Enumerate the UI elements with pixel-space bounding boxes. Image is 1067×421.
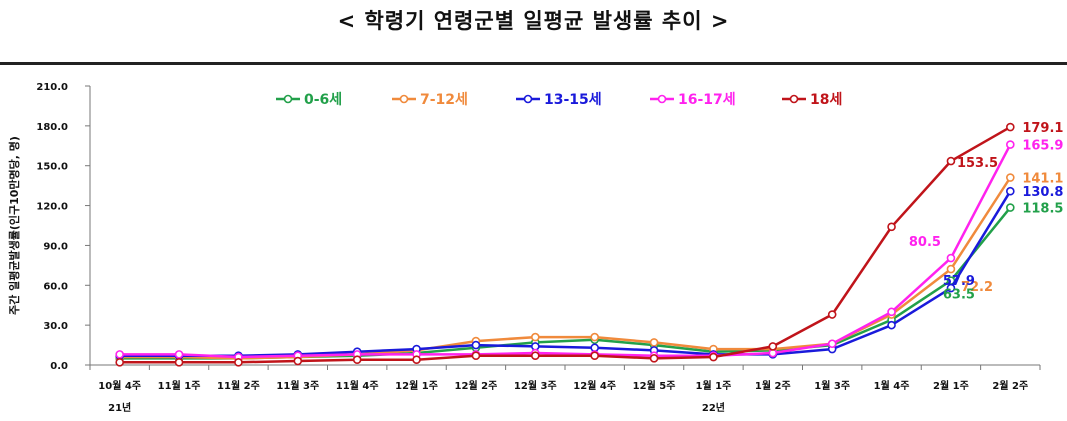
legend-label: 7-12세 [420, 92, 468, 108]
data-point [174, 350, 184, 359]
data-point [946, 283, 956, 293]
x-tick-label: 2월 1주 [933, 380, 969, 392]
data-point [709, 352, 718, 362]
data-point [590, 351, 599, 361]
data-point [352, 355, 362, 364]
x-tick-label: 12월 5주 [633, 380, 676, 392]
y-tick-label: 60.0 [43, 281, 68, 292]
data-point [531, 351, 540, 361]
data-point [1006, 140, 1015, 149]
data-point [649, 354, 659, 363]
x-tick-label: 11월 3주 [276, 380, 319, 392]
legend-swatch-marker [789, 94, 799, 104]
x-tick-label: 11월 4주 [336, 380, 379, 392]
data-point [471, 340, 481, 350]
legend: 0-6세 7-12세 13-15세 16-17세 18세 [276, 92, 842, 108]
data-point [115, 350, 124, 359]
x-tick-label: 12월 1주 [395, 380, 438, 392]
x-tick-label: 1월 4주 [874, 380, 910, 392]
y-tick-label: 30.0 [43, 321, 68, 332]
x-tick-label: 12월 4주 [573, 380, 616, 392]
legend-label: 0-6세 [304, 92, 342, 108]
x-tick-label: 11월 2주 [217, 380, 260, 392]
data-label: 179.1 [1022, 121, 1063, 136]
data-point [174, 358, 184, 367]
data-point [590, 332, 599, 342]
data-point [1006, 186, 1015, 196]
data-point [887, 307, 896, 317]
x-tick-label: 1월 1주 [696, 380, 732, 392]
data-point [1006, 173, 1015, 182]
y-axis-title-group: 주간 일평균발생률(인구10만명당, 명) [7, 136, 21, 315]
y-tick-label: 120.0 [36, 202, 68, 213]
series-line [119, 206, 1012, 360]
data-label: 165.9 [1022, 139, 1063, 154]
x-tick-label: 12월 3주 [514, 380, 557, 392]
data-point [827, 339, 837, 349]
legend-swatch-marker [657, 94, 667, 104]
x-tick-label: 11월 1주 [158, 380, 201, 392]
data-label: 80.5 [909, 235, 941, 250]
legend-swatch-marker [523, 94, 533, 104]
data-point [649, 338, 659, 347]
axes: 0.0 30.0 60.0 90.0 120.0 150.0 180.0 210.0 10월 4… [36, 82, 1041, 414]
data-label: 57.9 [943, 274, 975, 289]
title-divider [0, 62, 1067, 65]
y-tick-label: 0.0 [50, 361, 68, 372]
x-tick-label: 12월 2주 [455, 380, 498, 392]
data-label: 72.2 [961, 280, 993, 295]
data-point [115, 358, 124, 367]
data-point [1006, 122, 1015, 132]
y-tick-label: 180.0 [36, 122, 68, 133]
legend-swatch-marker [399, 94, 409, 104]
y-tick-label: 90.0 [43, 241, 68, 252]
data-label: 141.1 [1022, 172, 1063, 187]
y-tick-label: 150.0 [36, 162, 68, 173]
legend-label: 16-17세 [678, 92, 736, 108]
x-tick-label: 10월 4주 [98, 380, 141, 392]
data-label: 130.8 [1022, 185, 1063, 200]
data-point [531, 332, 540, 342]
data-point [234, 358, 243, 367]
legend-label: 13-15세 [544, 92, 602, 108]
x-tick-label: 2월 2주 [992, 380, 1028, 392]
data-point [293, 356, 303, 366]
page-title: < 학령기 연령군별 일평균 발생률 추이 > [337, 9, 730, 33]
data-label: 153.5 [957, 156, 998, 171]
data-label: 63.5 [943, 288, 975, 303]
x-year-label: 21년 [108, 401, 131, 414]
data-point [471, 351, 481, 361]
data-point [768, 342, 778, 351]
x-year-label: 22년 [702, 401, 725, 414]
y-tick-label: 210.0 [36, 82, 68, 93]
legend-label: 18세 [810, 92, 842, 108]
series-line [119, 144, 1012, 359]
x-tick-label: 1월 2주 [755, 380, 791, 392]
data-point [946, 253, 956, 263]
legend-swatch-marker [283, 94, 293, 104]
data-point [1006, 203, 1015, 212]
data-point [887, 320, 896, 330]
data-point [887, 222, 896, 232]
data-point [412, 355, 421, 364]
data-point [827, 310, 837, 319]
series-line [119, 190, 1012, 357]
data-point [946, 156, 956, 166]
series-lines [115, 122, 1015, 367]
data-label: 118.5 [1022, 202, 1063, 217]
x-tick-label: 1월 3주 [814, 380, 850, 392]
y-axis-title: 주간 일평균발생률(인구10만명당, 명) [7, 136, 21, 315]
data-point [946, 264, 956, 274]
series-line [119, 126, 1011, 364]
